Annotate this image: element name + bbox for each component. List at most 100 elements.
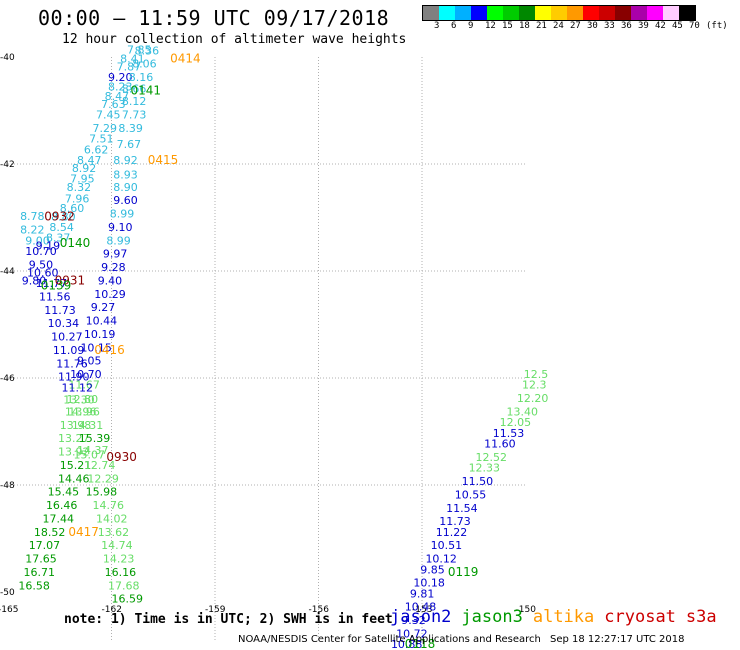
footer-note: note: 1) Time is in UTC; 2) SWH is in fe… xyxy=(64,612,393,627)
color-scale-label: 12 xyxy=(485,21,496,31)
wave-height-value: 12.29 xyxy=(87,472,119,485)
color-swatch xyxy=(455,6,471,20)
wave-height-value: 15.45 xyxy=(48,486,80,499)
color-scale-label: 27 xyxy=(570,21,581,31)
color-scale-label: 18 xyxy=(519,21,530,31)
wave-height-value: 9.85 xyxy=(420,563,445,576)
wave-height-value: 15.07 xyxy=(74,448,106,461)
color-swatch xyxy=(583,6,599,20)
wave-height-value: 14.31 xyxy=(72,419,104,432)
wave-height-value: 16.58 xyxy=(18,579,49,592)
color-swatch xyxy=(679,6,695,20)
pass-time-label: 0931 xyxy=(55,273,86,287)
wave-height-value: 9.32 xyxy=(401,614,426,627)
wave-height-value: 14.74 xyxy=(101,539,132,552)
wave-height-value: 17.68 xyxy=(108,579,140,592)
wave-height-value: 7.73 xyxy=(122,109,147,122)
pass-time-label: 0140 xyxy=(60,236,91,250)
wave-height-value: 11.77 xyxy=(36,277,68,290)
wave-height-value: 11.73 xyxy=(44,304,76,317)
color-scale-label: 24 xyxy=(553,21,564,31)
wave-height-value: 11.90 xyxy=(58,371,90,384)
timestamp: Sep 18 12:27:17 UTC 2018 xyxy=(550,634,685,645)
wave-height-value: 10.27 xyxy=(51,331,83,344)
wave-height-value: 11.53 xyxy=(493,427,524,440)
wave-height-value: 10.60 xyxy=(27,266,58,279)
wave-height-value: 14.23 xyxy=(103,553,135,566)
pass-time-label: 0415 xyxy=(148,153,179,167)
wave-height-value: 8.90 xyxy=(113,181,138,194)
wave-height-value: 8.23 xyxy=(108,81,133,94)
wave-height-value: 12.05 xyxy=(500,416,532,429)
wave-height-value: 16.59 xyxy=(112,593,144,606)
wave-height-value: 10.15 xyxy=(80,341,112,354)
pass-time-label: 0141 xyxy=(130,83,161,97)
wave-height-value: 14.76 xyxy=(93,499,125,512)
color-scale-label: 21 xyxy=(536,21,547,31)
wave-height-value: 10.70 xyxy=(70,368,102,381)
pass-time-label: 0119 xyxy=(448,565,479,579)
wave-height-value: 10.55 xyxy=(455,488,487,501)
wave-height-value: 13.92 xyxy=(58,446,90,459)
color-swatch xyxy=(535,6,551,20)
lon-tick-label: -162 xyxy=(102,605,122,615)
credit-text: NOAA/NESDIS Center for Satellite Applica… xyxy=(238,634,541,645)
wave-height-value: 11.22 xyxy=(436,526,468,539)
wave-height-value: 13.96 xyxy=(68,405,100,418)
color-swatch xyxy=(551,6,567,20)
color-scale-label: 30 xyxy=(587,21,598,31)
lat-tick-label: -42 xyxy=(0,160,15,170)
wave-height-value: 10.72 xyxy=(396,627,428,640)
color-swatch xyxy=(567,6,583,20)
color-scale-label: 15 xyxy=(502,21,513,31)
wave-height-value: 11.50 xyxy=(462,475,494,488)
wave-height-value: 9.97 xyxy=(103,248,128,261)
lon-tick-label: -165 xyxy=(0,605,18,615)
wave-height-value: 7.51 xyxy=(89,133,114,146)
wave-height-value: 10.51 xyxy=(431,539,463,552)
color-scale-label: 39 xyxy=(638,21,649,31)
wave-height-value: 16.46 xyxy=(46,499,77,512)
color-scale-label: 45 xyxy=(672,21,683,31)
color-scale-label: (ft) xyxy=(706,21,728,31)
wave-height-value: 9.05 xyxy=(77,355,102,368)
wave-height-value: 9.50 xyxy=(29,258,54,271)
wave-height-value: 7.45 xyxy=(96,109,121,122)
wave-height-value: 15.21 xyxy=(60,459,92,472)
wave-height-value: 10.70 xyxy=(25,245,57,258)
wave-height-value: 10.29 xyxy=(94,288,126,301)
wave-height-value: 8.99 xyxy=(106,234,131,247)
wave-height-value: 12.5 xyxy=(524,368,549,381)
color-swatch xyxy=(631,6,647,20)
wave-height-value: 8.78 xyxy=(20,210,45,223)
wave-height-value: 10.34 xyxy=(48,317,80,330)
pass-time-label: 0930 xyxy=(106,450,137,464)
wave-height-value: 8.93 xyxy=(113,168,138,181)
color-swatch xyxy=(663,6,679,20)
color-scale-label: 42 xyxy=(655,21,666,31)
wave-height-value: 15.98 xyxy=(86,486,118,499)
wave-height-value: 12.74 xyxy=(84,459,116,472)
wave-height-value: 12.52 xyxy=(475,451,507,464)
satellite-legend-item: cryosat xyxy=(604,607,676,627)
wave-height-value: 10.12 xyxy=(425,553,457,566)
color-swatch xyxy=(423,6,439,20)
wave-height-value: 13.98 xyxy=(60,419,92,432)
wave-height-value: 8.80 xyxy=(51,211,76,224)
lat-tick-label: -46 xyxy=(0,374,15,384)
wave-height-value: 9.40 xyxy=(98,274,123,287)
map-grid xyxy=(8,57,526,641)
pass-time-label: 0139 xyxy=(41,279,72,293)
color-swatch xyxy=(599,6,615,20)
color-scale-label: 33 xyxy=(604,21,615,31)
wave-height-value: 14.96 xyxy=(65,405,97,418)
wave-height-value: 8.54 xyxy=(49,221,74,234)
color-scale-label: 6 xyxy=(451,21,457,31)
wave-height-value: 13.27 xyxy=(58,432,90,445)
wave-height-value: 10.19 xyxy=(84,328,116,341)
wave-height-value: 14.46 xyxy=(58,472,90,485)
wave-height-value: 8.92 xyxy=(113,154,138,167)
wave-height-value: 8.92 xyxy=(72,162,97,175)
color-scale-label: 70 xyxy=(689,21,700,31)
